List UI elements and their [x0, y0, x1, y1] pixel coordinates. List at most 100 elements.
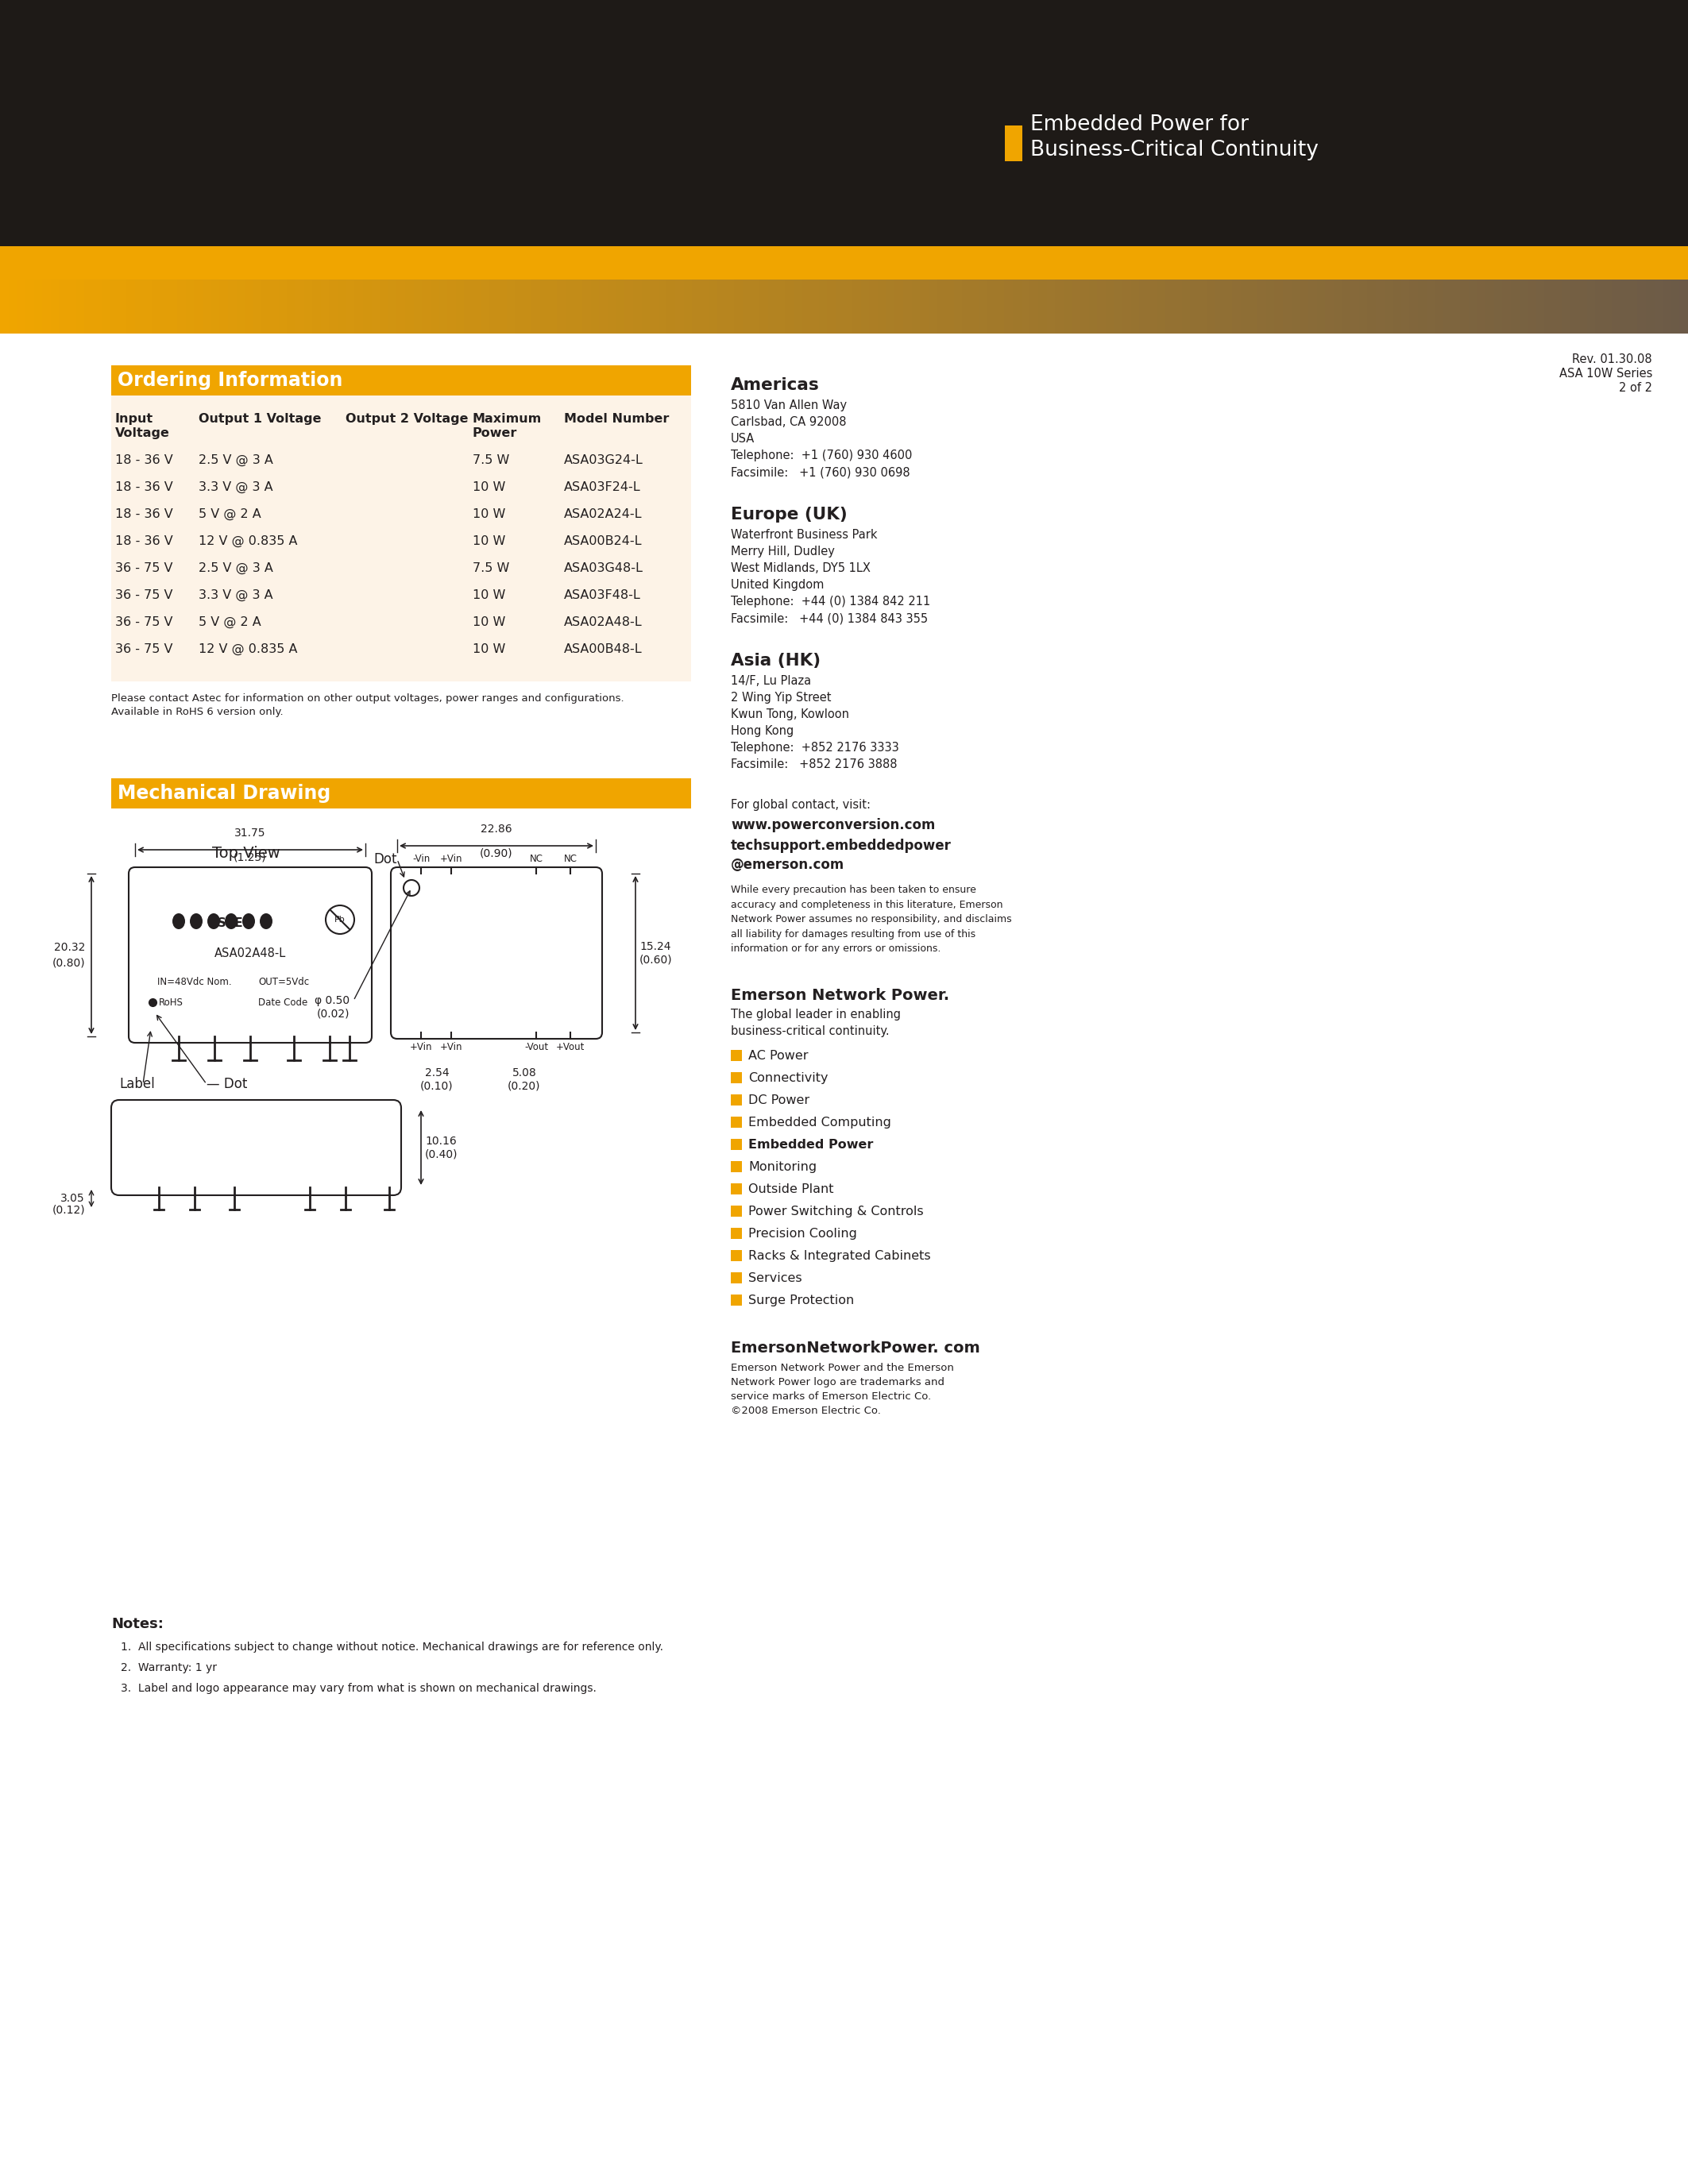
- Bar: [1680, 280, 1688, 334]
- Bar: [380, 280, 388, 334]
- Bar: [1452, 280, 1460, 334]
- Bar: [565, 280, 574, 334]
- Text: (0.10): (0.10): [420, 1081, 454, 1092]
- Bar: [1494, 280, 1502, 334]
- Bar: [1663, 280, 1671, 334]
- Bar: [1114, 280, 1123, 334]
- Text: (0.12): (0.12): [52, 1203, 84, 1214]
- Text: 20.32: 20.32: [54, 941, 84, 952]
- Text: Waterfront Business Park: Waterfront Business Park: [731, 529, 878, 542]
- Bar: [1249, 280, 1258, 334]
- Text: 2 Wing Yip Street: 2 Wing Yip Street: [731, 692, 830, 703]
- Text: (0.02): (0.02): [317, 1007, 349, 1020]
- Bar: [1055, 280, 1063, 334]
- Text: Dot: Dot: [373, 852, 397, 867]
- Ellipse shape: [189, 913, 203, 928]
- Bar: [751, 280, 760, 334]
- Bar: [844, 280, 852, 334]
- Bar: [211, 280, 219, 334]
- Text: Facsimile:   +44 (0) 1384 843 355: Facsimile: +44 (0) 1384 843 355: [731, 612, 928, 625]
- Text: AC Power: AC Power: [748, 1051, 809, 1061]
- Text: 14/F, Lu Plaza: 14/F, Lu Plaza: [731, 675, 812, 688]
- Bar: [93, 280, 101, 334]
- Bar: [405, 280, 414, 334]
- Bar: [1232, 280, 1241, 334]
- Bar: [1148, 280, 1156, 334]
- Bar: [1519, 280, 1528, 334]
- Bar: [768, 280, 776, 334]
- Bar: [1418, 280, 1426, 334]
- Bar: [1536, 280, 1545, 334]
- Text: 3.3 V @ 3 A: 3.3 V @ 3 A: [199, 480, 273, 494]
- Bar: [633, 280, 641, 334]
- Bar: [776, 280, 785, 334]
- Text: Input: Input: [115, 413, 154, 426]
- Bar: [111, 395, 690, 681]
- Bar: [1241, 280, 1249, 334]
- Ellipse shape: [208, 913, 219, 928]
- Text: Bottom View: Bottom View: [447, 946, 545, 961]
- Bar: [111, 778, 690, 808]
- Bar: [127, 280, 135, 334]
- Text: -Vout: -Vout: [525, 1042, 549, 1053]
- Text: Asia (HK): Asia (HK): [731, 653, 820, 668]
- Text: ASA03F48-L: ASA03F48-L: [564, 590, 641, 601]
- Bar: [861, 280, 869, 334]
- Bar: [1359, 280, 1367, 334]
- FancyBboxPatch shape: [111, 1101, 402, 1195]
- Bar: [987, 280, 996, 334]
- Bar: [886, 280, 895, 334]
- Text: ASA00B24-L: ASA00B24-L: [564, 535, 641, 548]
- Bar: [1384, 280, 1393, 334]
- Bar: [731, 1206, 743, 1216]
- Bar: [177, 280, 186, 334]
- Bar: [731, 1295, 743, 1306]
- Bar: [439, 280, 447, 334]
- Bar: [1072, 280, 1080, 334]
- Text: (1.25): (1.25): [233, 852, 267, 863]
- Text: www.powerconversion.com: www.powerconversion.com: [731, 819, 935, 832]
- Bar: [734, 280, 743, 334]
- Bar: [1080, 280, 1089, 334]
- Bar: [928, 280, 937, 334]
- Bar: [895, 280, 903, 334]
- Bar: [954, 280, 962, 334]
- Text: +Vin: +Vin: [441, 1042, 463, 1053]
- Bar: [160, 280, 169, 334]
- Text: Business-Critical Continuity: Business-Critical Continuity: [1030, 140, 1318, 159]
- Bar: [692, 280, 701, 334]
- Text: 5 V @ 2 A: 5 V @ 2 A: [199, 616, 262, 629]
- Text: Services: Services: [748, 1271, 802, 1284]
- Text: Carlsbad, CA 92008: Carlsbad, CA 92008: [731, 417, 846, 428]
- Text: Telephone:  +44 (0) 1384 842 211: Telephone: +44 (0) 1384 842 211: [731, 596, 930, 607]
- Bar: [422, 280, 430, 334]
- Text: 3.05: 3.05: [61, 1192, 84, 1203]
- Text: 5.08: 5.08: [511, 1068, 537, 1079]
- Bar: [245, 280, 253, 334]
- Bar: [414, 280, 422, 334]
- Bar: [270, 280, 279, 334]
- Text: NC: NC: [564, 854, 577, 865]
- Bar: [253, 280, 262, 334]
- Bar: [76, 280, 84, 334]
- Bar: [321, 280, 329, 334]
- Text: Mechanical Drawing: Mechanical Drawing: [118, 784, 331, 804]
- Text: Model Number: Model Number: [564, 413, 668, 426]
- Text: (0.20): (0.20): [508, 1081, 540, 1092]
- Bar: [836, 280, 844, 334]
- Bar: [793, 280, 802, 334]
- Bar: [1646, 280, 1654, 334]
- Bar: [1325, 280, 1334, 334]
- Text: 10 W: 10 W: [473, 535, 505, 548]
- Text: 7.5 W: 7.5 W: [473, 561, 510, 574]
- Bar: [869, 280, 878, 334]
- FancyBboxPatch shape: [128, 867, 371, 1042]
- Text: ASA03G24-L: ASA03G24-L: [564, 454, 643, 465]
- Text: Date Code: Date Code: [258, 998, 307, 1007]
- Text: +Vout: +Vout: [555, 1042, 584, 1053]
- Bar: [1165, 280, 1173, 334]
- Text: 36 - 75 V: 36 - 75 V: [115, 561, 172, 574]
- Text: 2 of 2: 2 of 2: [1619, 382, 1653, 393]
- Bar: [1207, 280, 1215, 334]
- Text: Embedded Computing: Embedded Computing: [748, 1116, 891, 1129]
